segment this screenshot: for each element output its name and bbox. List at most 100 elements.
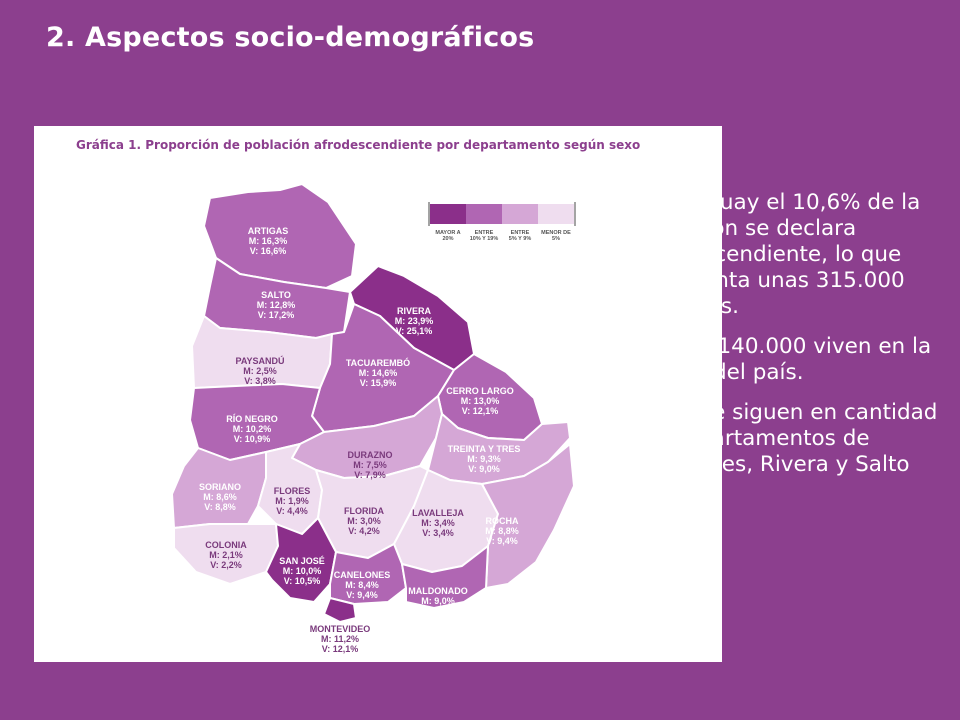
svg-text:V: 9,4%: V: 9,4% <box>346 590 378 600</box>
svg-text:DURAZNO: DURAZNO <box>348 450 393 460</box>
svg-text:V: 9,0%: V: 9,0% <box>468 464 500 474</box>
svg-text:M: 2,5%: M: 2,5% <box>243 366 277 376</box>
label-durazno: DURAZNO M: 7,5% V: 7,9% <box>348 450 393 480</box>
svg-text:V: 10,9%: V: 10,9% <box>234 434 271 444</box>
svg-text:V: 10,5%: V: 10,5% <box>284 576 321 586</box>
chart-title: Gráfica 1. Proporción de población afrod… <box>76 138 641 152</box>
svg-text:M: 8,8%: M: 8,8% <box>485 526 519 536</box>
label-rionegro: RÍO NEGRO M: 10,2% V: 10,9% <box>226 414 278 444</box>
label-maldonado: MALDONADO M: 9,0% V: 8,9% <box>408 586 468 616</box>
svg-text:M: 3,0%: M: 3,0% <box>347 516 381 526</box>
label-florida: FLORIDA M: 3,0% V: 4,2% <box>344 506 384 536</box>
legend-swatch-5to9 <box>502 204 538 224</box>
svg-text:RIVERA: RIVERA <box>397 306 432 316</box>
legend-label-1b: 20% <box>442 236 453 242</box>
label-treintaytres: TREINTA Y TRES M: 9,3% V: 9,0% <box>448 444 521 474</box>
svg-text:SALTO: SALTO <box>261 290 291 300</box>
svg-text:V: 7,9%: V: 7,9% <box>354 470 386 480</box>
legend-label-3b: 5% Y 9% <box>509 236 532 242</box>
legend-swatch-over20 <box>430 204 466 224</box>
paragraph-departments-main: Luego le siguen en cantidad los departam… <box>634 400 938 477</box>
label-tacuarembo: TACUAREMBÓ M: 14,6% V: 15,9% <box>346 357 410 388</box>
paragraph-population: En Uruguay el 10,6% de la población se d… <box>634 190 921 319</box>
svg-text:M: 10,2%: M: 10,2% <box>233 424 272 434</box>
svg-text:V: 12,1%: V: 12,1% <box>462 406 499 416</box>
svg-text:V: 8,8%: V: 8,8% <box>204 502 236 512</box>
svg-text:MONTEVIDEO: MONTEVIDEO <box>310 624 371 634</box>
svg-text:M: 10,0%: M: 10,0% <box>283 566 322 576</box>
svg-text:FLORIDA: FLORIDA <box>344 506 384 516</box>
label-soriano: SORIANO M: 8,6% V: 8,8% <box>199 482 241 512</box>
svg-text:M: 16,3%: M: 16,3% <box>249 236 288 246</box>
label-rivera: RIVERA M: 23,9% V: 25,1% <box>395 306 434 336</box>
svg-text:SAN JOSÉ: SAN JOSÉ <box>279 556 325 566</box>
svg-text:CANELONES: CANELONES <box>334 570 391 580</box>
svg-text:M: 11,2%: M: 11,2% <box>321 634 359 644</box>
svg-text:V: 15,9%: V: 15,9% <box>360 378 397 388</box>
svg-text:V: 12,1%: V: 12,1% <box>322 644 359 654</box>
svg-text:V: 17,2%: V: 17,2% <box>258 310 295 320</box>
dept-rocha <box>481 443 575 589</box>
label-paysandu: PAYSANDÚ M: 2,5% V: 3,8% <box>235 355 284 386</box>
label-flores: FLORES M: 1,9% V: 4,4% <box>274 486 311 516</box>
legend-label-3a: ENTRE <box>511 230 530 236</box>
svg-text:V: 9,4%: V: 9,4% <box>486 536 518 546</box>
label-montevideo: MONTEVIDEO M: 11,2% V: 12,1% <box>310 624 371 654</box>
label-artigas: ARTIGAS M: 16,3% V: 16,6% <box>248 226 289 256</box>
svg-text:V: 25,1%: V: 25,1% <box>396 326 433 336</box>
legend-label-1a: MAYOR A <box>435 230 460 236</box>
svg-text:V: 4,2%: V: 4,2% <box>348 526 380 536</box>
legend-label-2b: 10% Y 19% <box>470 236 499 242</box>
svg-text:M: 8,4%: M: 8,4% <box>345 580 379 590</box>
svg-text:COLONIA: COLONIA <box>205 540 247 550</box>
legend-swatch-under5 <box>538 204 574 224</box>
svg-text:CERRO LARGO: CERRO LARGO <box>446 386 514 396</box>
svg-text:M: 9,0%: M: 9,0% <box>421 596 455 606</box>
dept-maldonado <box>401 545 489 609</box>
paragraph-departments: Luego le siguen en cantidad los departam… <box>634 400 950 506</box>
map-panel: MAYOR A 20% ENTRE 10% Y 19% ENTRE 5% Y 9… <box>34 126 722 662</box>
svg-text:M: 2,1%: M: 2,1% <box>209 550 243 560</box>
svg-text:M: 9,3%: M: 9,3% <box>467 454 501 464</box>
dept-sanjose <box>265 517 337 603</box>
svg-text:V: 3,8%: V: 3,8% <box>244 376 276 386</box>
uruguay-map: MAYOR A 20% ENTRE 10% Y 19% ENTRE 5% Y 9… <box>171 183 576 654</box>
body-text: En Uruguay el 10,6% de la población se d… <box>634 190 950 520</box>
svg-text:V: 4,4%: V: 4,4% <box>276 506 308 516</box>
svg-text:PAYSANDÚ: PAYSANDÚ <box>235 355 284 366</box>
label-colonia: COLONIA M: 2,1% V: 2,2% <box>205 540 247 570</box>
svg-text:RÍO NEGRO: RÍO NEGRO <box>226 414 278 424</box>
svg-text:M: 12,8%: M: 12,8% <box>257 300 296 310</box>
svg-text:M: 7,5%: M: 7,5% <box>353 460 387 470</box>
svg-text:LAVALLEJA: LAVALLEJA <box>412 508 464 518</box>
svg-text:M: 14,6%: M: 14,6% <box>359 368 398 378</box>
svg-text:ARTIGAS: ARTIGAS <box>248 226 289 236</box>
svg-text:M: 23,9%: M: 23,9% <box>395 316 434 326</box>
label-cerrolargo: CERRO LARGO M: 13,0% V: 12,1% <box>446 386 514 416</box>
svg-text:SORIANO: SORIANO <box>199 482 241 492</box>
svg-text:V: 2,2%: V: 2,2% <box>210 560 242 570</box>
legend-label-4a: MENOR DE <box>541 230 571 236</box>
legend-label-4b: 5% <box>552 236 560 242</box>
legend-label-2a: ENTRE <box>475 230 494 236</box>
svg-text:V: 3,4%: V: 3,4% <box>422 528 454 538</box>
legend-swatch-10to19 <box>466 204 502 224</box>
dept-canelones <box>329 543 407 605</box>
label-salto: SALTO M: 12,8% V: 17,2% <box>257 290 296 320</box>
svg-text:M: 8,6%: M: 8,6% <box>203 492 237 502</box>
paragraph-note: (cuento) <box>634 486 685 500</box>
legend: MAYOR A 20% ENTRE 10% Y 19% ENTRE 5% Y 9… <box>428 202 576 242</box>
paragraph-capital: Más de 140.000 viven en la capital del p… <box>634 334 932 385</box>
svg-text:ROCHA: ROCHA <box>486 516 519 526</box>
svg-text:TACUAREMBÓ: TACUAREMBÓ <box>346 357 410 368</box>
label-rocha: ROCHA M: 8,8% V: 9,4% <box>485 516 519 546</box>
svg-text:M: 13,0%: M: 13,0% <box>461 396 500 406</box>
svg-text:FLORES: FLORES <box>274 486 311 496</box>
slide-title: 2. Aspectos socio-demográficos <box>46 22 535 53</box>
paragraph-end: . <box>684 478 692 503</box>
svg-text:M: 1,9%: M: 1,9% <box>275 496 309 506</box>
label-lavalleja: LAVALLEJA M: 3,4% V: 3,4% <box>412 508 464 538</box>
svg-text:TREINTA Y TRES: TREINTA Y TRES <box>448 444 521 454</box>
svg-text:V: 8,9%: V: 8,9% <box>422 606 454 616</box>
dept-montevideo <box>323 597 357 623</box>
